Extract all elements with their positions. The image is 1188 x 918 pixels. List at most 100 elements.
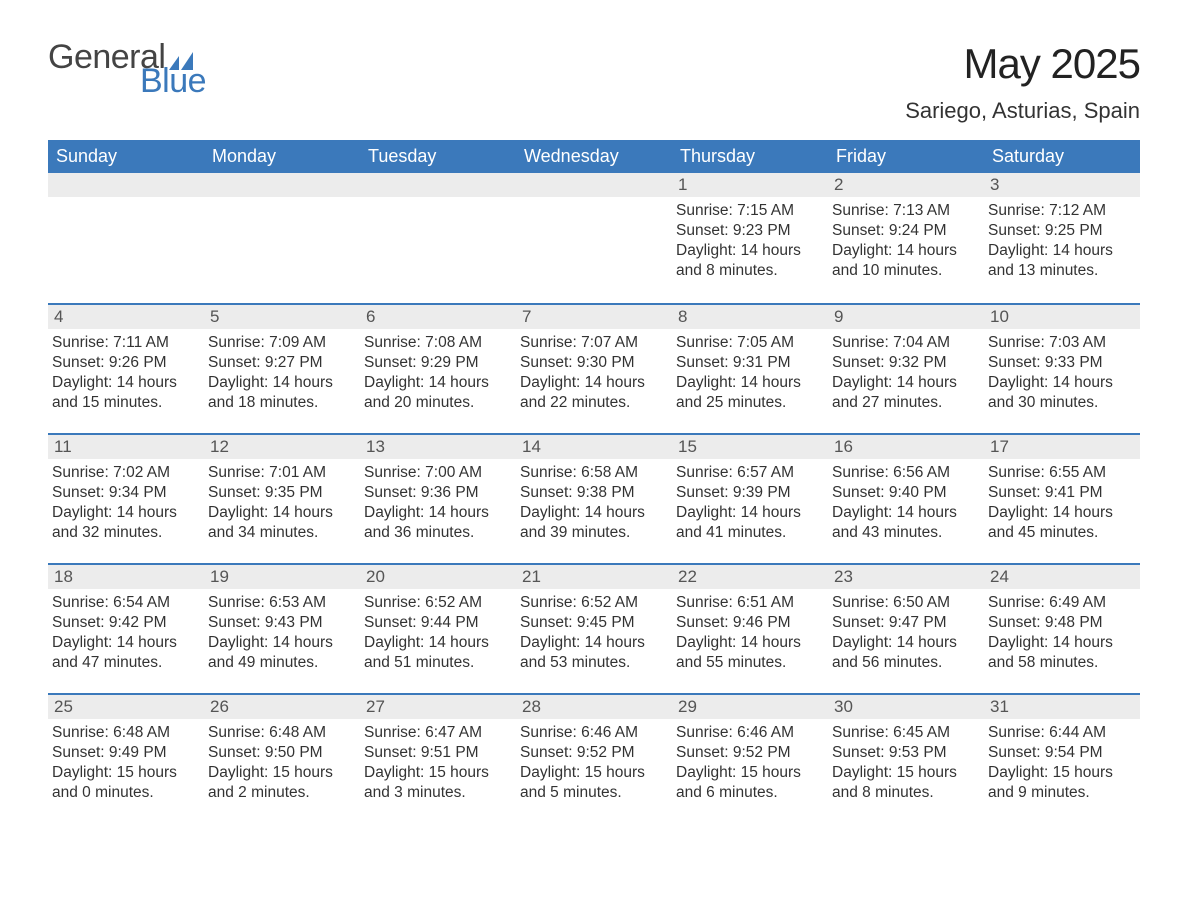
- weekday-header: Wednesday: [516, 140, 672, 173]
- calendar-week-row: 11Sunrise: 7:02 AMSunset: 9:34 PMDayligh…: [48, 433, 1140, 563]
- day-number: 26: [204, 693, 360, 719]
- day-number: 10: [984, 303, 1140, 329]
- sunrise-line: Sunrise: 7:04 AM: [832, 333, 978, 353]
- day-body: Sunrise: 6:45 AMSunset: 9:53 PMDaylight:…: [828, 719, 984, 808]
- daylight-line: Daylight: 14 hours and 45 minutes.: [988, 503, 1134, 543]
- sunrise-line: Sunrise: 7:02 AM: [52, 463, 198, 483]
- calendar-day-cell: 17Sunrise: 6:55 AMSunset: 9:41 PMDayligh…: [984, 433, 1140, 563]
- day-body: Sunrise: 6:52 AMSunset: 9:45 PMDaylight:…: [516, 589, 672, 678]
- calendar-day-cell: 11Sunrise: 7:02 AMSunset: 9:34 PMDayligh…: [48, 433, 204, 563]
- sunrise-line: Sunrise: 6:46 AM: [520, 723, 666, 743]
- daylight-line: Daylight: 14 hours and 36 minutes.: [364, 503, 510, 543]
- sunset-line: Sunset: 9:54 PM: [988, 743, 1134, 763]
- day-body: Sunrise: 6:49 AMSunset: 9:48 PMDaylight:…: [984, 589, 1140, 678]
- day-number: 1: [672, 173, 828, 197]
- weekday-header-row: SundayMondayTuesdayWednesdayThursdayFrid…: [48, 140, 1140, 173]
- sunset-line: Sunset: 9:45 PM: [520, 613, 666, 633]
- sunset-line: Sunset: 9:48 PM: [988, 613, 1134, 633]
- sunrise-line: Sunrise: 6:51 AM: [676, 593, 822, 613]
- sunset-line: Sunset: 9:29 PM: [364, 353, 510, 373]
- day-body: Sunrise: 6:55 AMSunset: 9:41 PMDaylight:…: [984, 459, 1140, 548]
- calendar-day-cell: 31Sunrise: 6:44 AMSunset: 9:54 PMDayligh…: [984, 693, 1140, 823]
- day-body: Sunrise: 6:48 AMSunset: 9:50 PMDaylight:…: [204, 719, 360, 808]
- day-body: Sunrise: 7:12 AMSunset: 9:25 PMDaylight:…: [984, 197, 1140, 286]
- sunset-line: Sunset: 9:31 PM: [676, 353, 822, 373]
- day-body: Sunrise: 6:57 AMSunset: 9:39 PMDaylight:…: [672, 459, 828, 548]
- day-number: [48, 173, 204, 197]
- weekday-header: Friday: [828, 140, 984, 173]
- weekday-header: Monday: [204, 140, 360, 173]
- daylight-line: Daylight: 15 hours and 6 minutes.: [676, 763, 822, 803]
- calendar-day-cell: 13Sunrise: 7:00 AMSunset: 9:36 PMDayligh…: [360, 433, 516, 563]
- calendar-day-cell: 27Sunrise: 6:47 AMSunset: 9:51 PMDayligh…: [360, 693, 516, 823]
- calendar-day-cell: 4Sunrise: 7:11 AMSunset: 9:26 PMDaylight…: [48, 303, 204, 433]
- calendar-week-row: 4Sunrise: 7:11 AMSunset: 9:26 PMDaylight…: [48, 303, 1140, 433]
- sunrise-line: Sunrise: 6:45 AM: [832, 723, 978, 743]
- calendar-day-cell: 20Sunrise: 6:52 AMSunset: 9:44 PMDayligh…: [360, 563, 516, 693]
- calendar-day-cell: 18Sunrise: 6:54 AMSunset: 9:42 PMDayligh…: [48, 563, 204, 693]
- sunset-line: Sunset: 9:50 PM: [208, 743, 354, 763]
- daylight-line: Daylight: 14 hours and 25 minutes.: [676, 373, 822, 413]
- sunrise-line: Sunrise: 7:08 AM: [364, 333, 510, 353]
- calendar-day-cell: 10Sunrise: 7:03 AMSunset: 9:33 PMDayligh…: [984, 303, 1140, 433]
- sunset-line: Sunset: 9:24 PM: [832, 221, 978, 241]
- day-body: Sunrise: 6:44 AMSunset: 9:54 PMDaylight:…: [984, 719, 1140, 808]
- day-body: Sunrise: 7:01 AMSunset: 9:35 PMDaylight:…: [204, 459, 360, 548]
- logo: General Blue: [48, 40, 206, 98]
- daylight-line: Daylight: 14 hours and 13 minutes.: [988, 241, 1134, 281]
- day-number: 15: [672, 433, 828, 459]
- day-number: 28: [516, 693, 672, 719]
- daylight-line: Daylight: 14 hours and 30 minutes.: [988, 373, 1134, 413]
- sunrise-line: Sunrise: 6:48 AM: [208, 723, 354, 743]
- daylight-line: Daylight: 14 hours and 34 minutes.: [208, 503, 354, 543]
- calendar-day-cell: 8Sunrise: 7:05 AMSunset: 9:31 PMDaylight…: [672, 303, 828, 433]
- day-number: 4: [48, 303, 204, 329]
- sunrise-line: Sunrise: 6:56 AM: [832, 463, 978, 483]
- calendar-day-cell: 29Sunrise: 6:46 AMSunset: 9:52 PMDayligh…: [672, 693, 828, 823]
- weekday-header: Tuesday: [360, 140, 516, 173]
- calendar-day-cell: 15Sunrise: 6:57 AMSunset: 9:39 PMDayligh…: [672, 433, 828, 563]
- day-body: Sunrise: 6:51 AMSunset: 9:46 PMDaylight:…: [672, 589, 828, 678]
- day-body: Sunrise: 6:54 AMSunset: 9:42 PMDaylight:…: [48, 589, 204, 678]
- calendar-week-row: 25Sunrise: 6:48 AMSunset: 9:49 PMDayligh…: [48, 693, 1140, 823]
- sunrise-line: Sunrise: 7:13 AM: [832, 201, 978, 221]
- sunset-line: Sunset: 9:30 PM: [520, 353, 666, 373]
- weekday-header: Sunday: [48, 140, 204, 173]
- day-body: Sunrise: 6:46 AMSunset: 9:52 PMDaylight:…: [672, 719, 828, 808]
- sunrise-line: Sunrise: 7:01 AM: [208, 463, 354, 483]
- daylight-line: Daylight: 14 hours and 22 minutes.: [520, 373, 666, 413]
- daylight-line: Daylight: 14 hours and 8 minutes.: [676, 241, 822, 281]
- sunset-line: Sunset: 9:23 PM: [676, 221, 822, 241]
- day-body: Sunrise: 7:02 AMSunset: 9:34 PMDaylight:…: [48, 459, 204, 548]
- sunset-line: Sunset: 9:34 PM: [52, 483, 198, 503]
- day-number: 31: [984, 693, 1140, 719]
- sunset-line: Sunset: 9:42 PM: [52, 613, 198, 633]
- daylight-line: Daylight: 14 hours and 10 minutes.: [832, 241, 978, 281]
- daylight-line: Daylight: 14 hours and 58 minutes.: [988, 633, 1134, 673]
- sunset-line: Sunset: 9:33 PM: [988, 353, 1134, 373]
- day-number: [516, 173, 672, 197]
- day-number: 22: [672, 563, 828, 589]
- calendar-day-cell: 28Sunrise: 6:46 AMSunset: 9:52 PMDayligh…: [516, 693, 672, 823]
- day-number: 2: [828, 173, 984, 197]
- location-subtitle: Sariego, Asturias, Spain: [905, 98, 1140, 124]
- day-number: 23: [828, 563, 984, 589]
- calendar-day-cell: 16Sunrise: 6:56 AMSunset: 9:40 PMDayligh…: [828, 433, 984, 563]
- day-body: Sunrise: 7:15 AMSunset: 9:23 PMDaylight:…: [672, 197, 828, 286]
- sunrise-line: Sunrise: 6:52 AM: [520, 593, 666, 613]
- calendar-day-cell: 6Sunrise: 7:08 AMSunset: 9:29 PMDaylight…: [360, 303, 516, 433]
- sunset-line: Sunset: 9:40 PM: [832, 483, 978, 503]
- daylight-line: Daylight: 14 hours and 15 minutes.: [52, 373, 198, 413]
- daylight-line: Daylight: 15 hours and 5 minutes.: [520, 763, 666, 803]
- daylight-line: Daylight: 14 hours and 20 minutes.: [364, 373, 510, 413]
- calendar-day-cell: 30Sunrise: 6:45 AMSunset: 9:53 PMDayligh…: [828, 693, 984, 823]
- daylight-line: Daylight: 15 hours and 2 minutes.: [208, 763, 354, 803]
- sunset-line: Sunset: 9:38 PM: [520, 483, 666, 503]
- day-number: 27: [360, 693, 516, 719]
- calendar-day-cell: 5Sunrise: 7:09 AMSunset: 9:27 PMDaylight…: [204, 303, 360, 433]
- sunrise-line: Sunrise: 7:12 AM: [988, 201, 1134, 221]
- sunrise-line: Sunrise: 6:57 AM: [676, 463, 822, 483]
- daylight-line: Daylight: 15 hours and 3 minutes.: [364, 763, 510, 803]
- day-body: Sunrise: 6:46 AMSunset: 9:52 PMDaylight:…: [516, 719, 672, 808]
- day-number: 9: [828, 303, 984, 329]
